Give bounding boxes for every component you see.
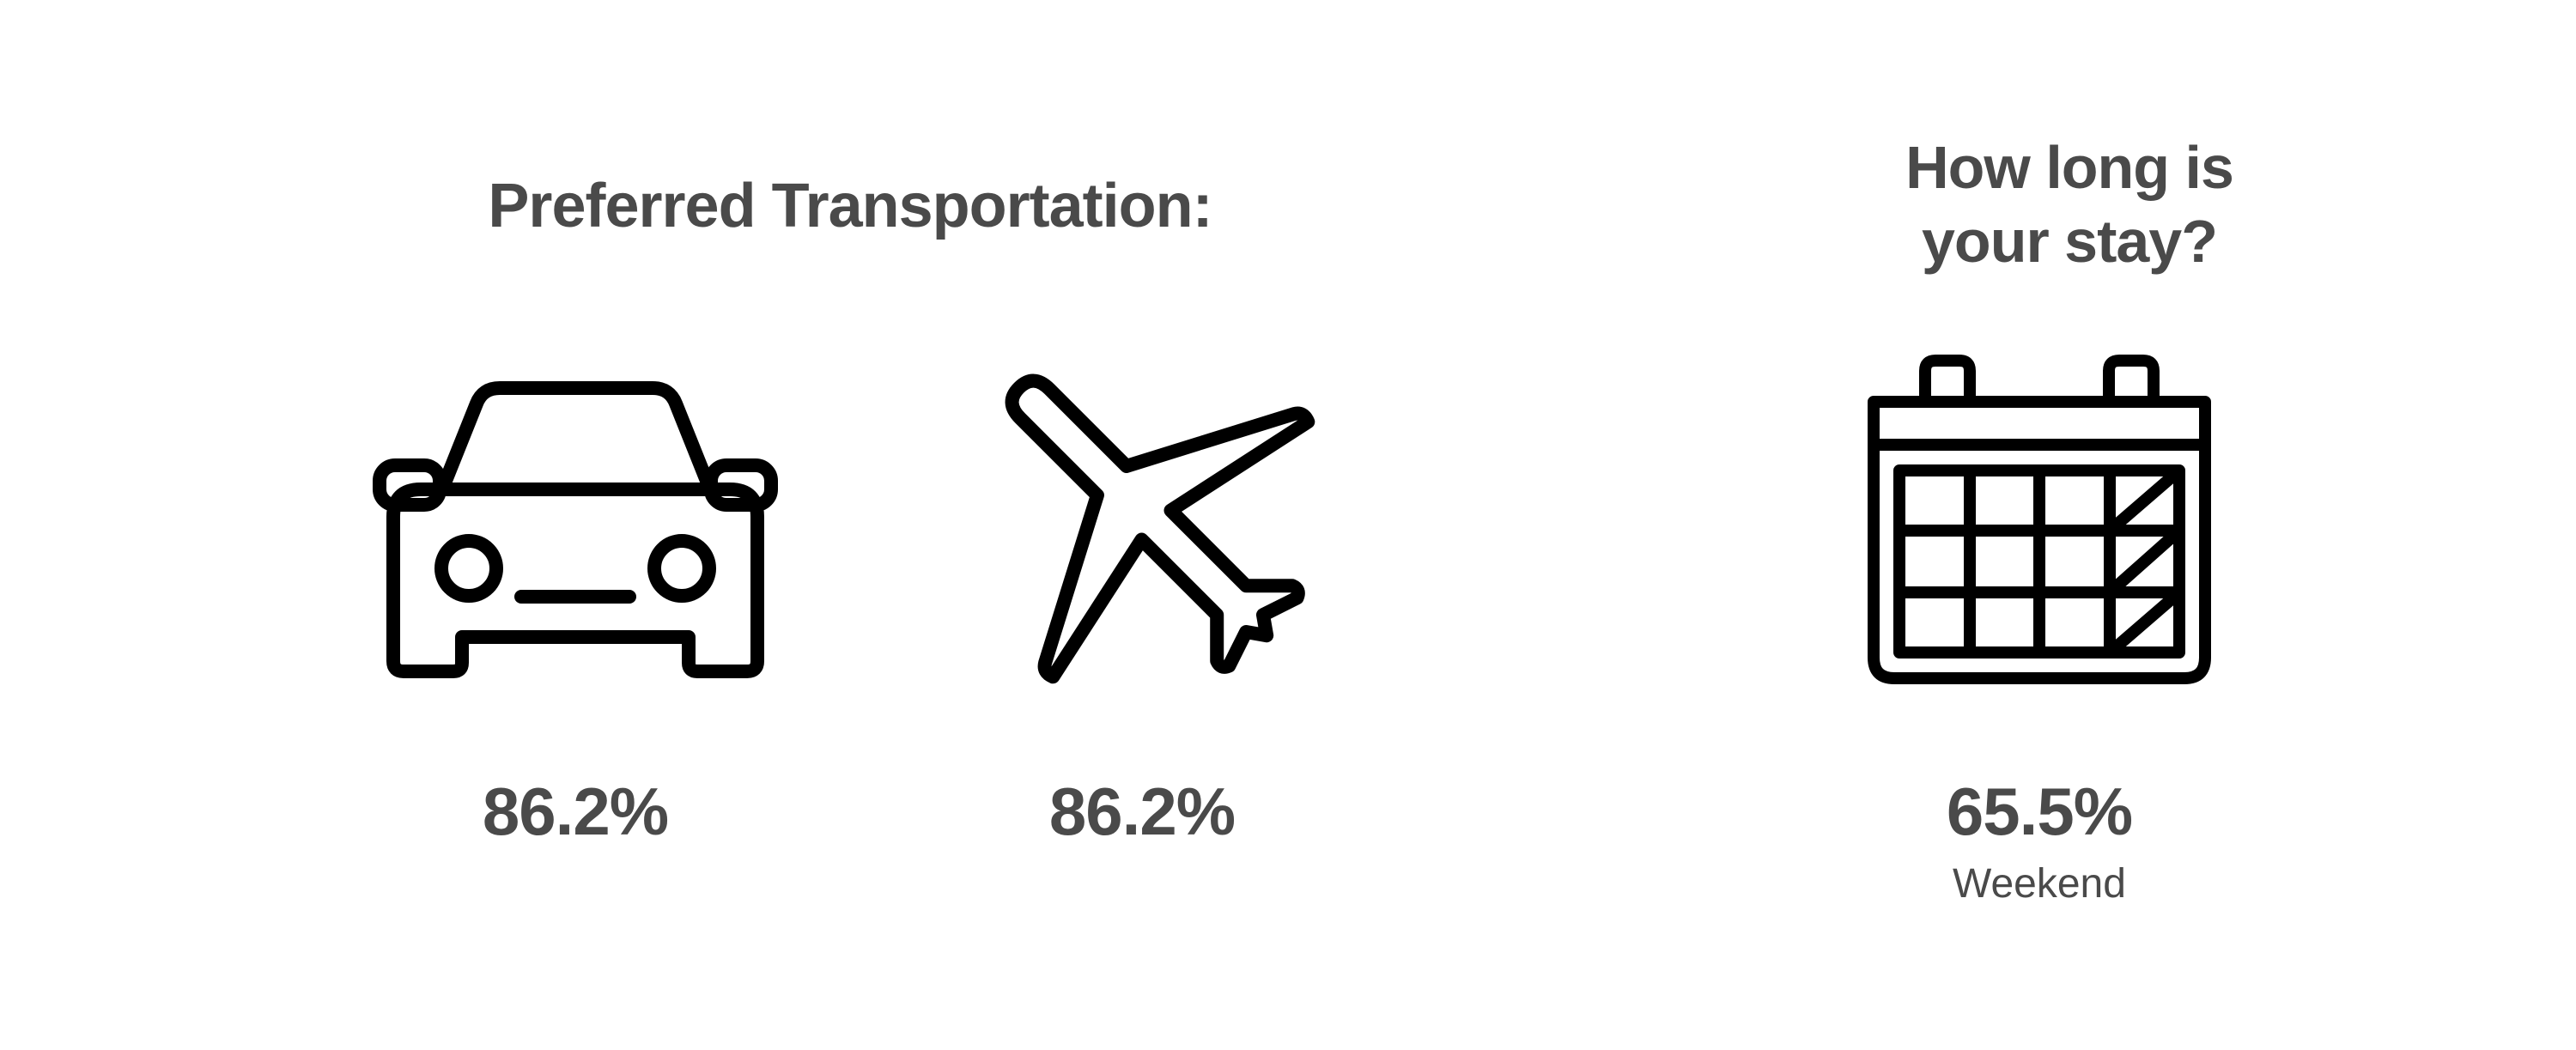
plane-percent: 86.2% — [1048, 774, 1236, 849]
calendar-icon — [1868, 355, 2211, 684]
stay-percent: 65.5% — [1946, 774, 2133, 849]
transportation-heading: Preferred Transportation: — [488, 172, 1212, 240]
stay-heading-line1: How long is — [1905, 134, 2234, 201]
car-percent: 86.2% — [482, 774, 669, 849]
car-icon — [373, 381, 778, 678]
stay-heading: How long is your stay? — [1786, 130, 2353, 278]
stay-heading-line2: your stay? — [1922, 208, 2218, 275]
plane-icon — [1005, 373, 1315, 684]
stay-label: Weekend — [1953, 861, 2126, 907]
